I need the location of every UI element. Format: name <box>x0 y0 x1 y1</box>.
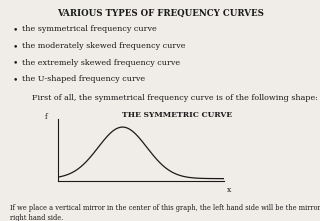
Text: •: • <box>13 59 18 68</box>
Text: •: • <box>13 25 18 34</box>
Text: f: f <box>44 113 47 121</box>
Text: THE SYMMETRIC CURVE: THE SYMMETRIC CURVE <box>122 110 232 118</box>
Text: If we place a vertical mirror in the center of this graph, the left hand side wi: If we place a vertical mirror in the cen… <box>10 204 320 221</box>
Text: the U-shaped frequency curve: the U-shaped frequency curve <box>22 75 146 83</box>
Text: First of all, the symmetrical frequency curve is of the following shape:: First of all, the symmetrical frequency … <box>32 94 318 102</box>
Text: •: • <box>13 75 18 84</box>
Text: x: x <box>227 186 232 194</box>
Text: VARIOUS TYPES OF FREQUENCY CURVES: VARIOUS TYPES OF FREQUENCY CURVES <box>57 9 263 18</box>
Text: •: • <box>13 42 18 51</box>
Text: the extremely skewed frequency curve: the extremely skewed frequency curve <box>22 59 180 67</box>
Text: the moderately skewed frequency curve: the moderately skewed frequency curve <box>22 42 186 50</box>
Text: the symmetrical frequency curve: the symmetrical frequency curve <box>22 25 157 33</box>
